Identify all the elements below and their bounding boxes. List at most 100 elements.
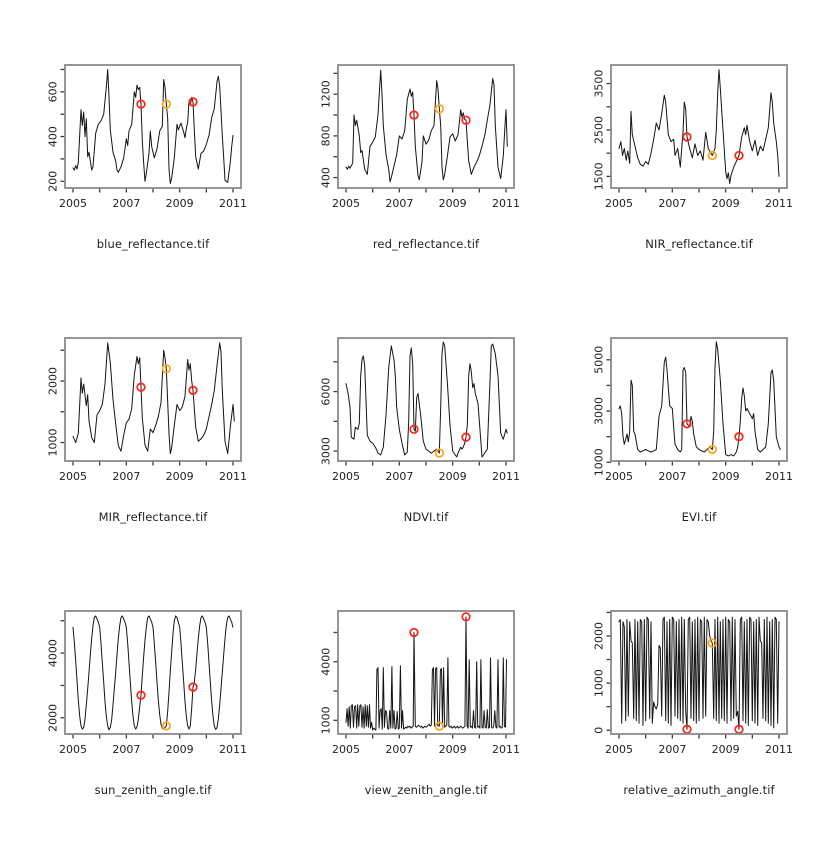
plot-nir-reflectance: 2005 2007 2009 2011 1500 2500 3500 (593, 64, 793, 210)
y-tick-label: 1200 (320, 80, 333, 108)
orange-change-marker (707, 150, 717, 161)
series-line (72, 69, 234, 184)
x-tick-label: 2005 (59, 470, 87, 483)
x-tick-label: 2005 (59, 197, 87, 210)
plot-title: MIR_reflectance.tif (98, 510, 208, 524)
x-tick-label: 2009 (712, 470, 740, 483)
y-tick-label: 4000 (320, 648, 333, 676)
series-line (72, 615, 234, 731)
red-change-marker (136, 690, 146, 700)
plot-sun-zenith-angle: 2005 2007 2009 2011 2000 4000 (47, 610, 247, 756)
y-tick-label: 200 (47, 171, 60, 192)
x-tick-label: 2007 (112, 743, 140, 756)
plot-red-reflectance: 2005 2007 2009 2011 400 800 1200 (320, 64, 520, 210)
x-tick-label: 2009 (439, 470, 467, 483)
x-tick-label: 2011 (219, 197, 247, 210)
orange-change-marker (161, 364, 171, 374)
red-change-marker (188, 97, 198, 107)
red-change-marker (409, 627, 419, 638)
x-tick-label: 2007 (385, 470, 413, 483)
y-tick-label: 3500 (593, 70, 606, 98)
x-tick-label: 2007 (385, 197, 413, 210)
plot-box (337, 610, 515, 735)
plot-ndvi: 2005 2007 2009 2011 3000 6000 (320, 337, 520, 483)
plot-box (610, 337, 788, 462)
subplot-mir-reflectance: 2005 2007 2009 2011 1000 2000 MIR_reflectance… (37, 313, 310, 586)
x-tick-label: 2009 (166, 197, 194, 210)
y-tick-label: 1500 (593, 162, 606, 190)
x-tick-label: 2005 (605, 197, 633, 210)
y-tick-label: 1000 (593, 669, 606, 697)
y-tick-label: 800 (320, 125, 333, 146)
series-line (345, 341, 508, 458)
x-tick-label: 2011 (765, 197, 793, 210)
subplot-blue-reflectance: 2005 2007 2009 2011 200 400 600 blue_reflectan… (37, 40, 310, 313)
x-tick-label: 2007 (658, 470, 686, 483)
y-tick-label: 6000 (320, 378, 333, 406)
y-tick-label: 3000 (593, 397, 606, 425)
red-change-marker (188, 682, 198, 692)
y-tick-label: 400 (320, 167, 333, 188)
series-line (345, 69, 508, 183)
x-tick-label: 2011 (492, 470, 520, 483)
plot-title: blue_reflectance.tif (96, 237, 210, 251)
orange-change-marker (707, 638, 717, 648)
x-tick-label: 2009 (166, 470, 194, 483)
x-tick-label: 2009 (439, 197, 467, 210)
orange-change-marker (434, 104, 444, 114)
plot-title: sun_zenith_angle.tif (94, 783, 212, 797)
plot-box (337, 337, 515, 462)
red-change-marker (461, 432, 471, 442)
red-change-marker (461, 115, 471, 125)
orange-change-marker (707, 444, 717, 455)
x-tick-label: 2011 (219, 743, 247, 756)
red-change-marker (734, 150, 744, 161)
plot-mir-reflectance: 2005 2007 2009 2011 1000 2000 (47, 337, 247, 483)
x-tick-label: 2009 (712, 743, 740, 756)
x-tick-label: 2007 (658, 743, 686, 756)
plot-box (64, 610, 242, 735)
x-tick-label: 2011 (219, 470, 247, 483)
x-tick-label: 2005 (332, 470, 360, 483)
plot-view-zenith-angle: 2005 2007 2009 2011 1000 4000 (320, 610, 520, 756)
plot-box (610, 610, 788, 735)
x-tick-label: 2007 (658, 197, 686, 210)
red-change-marker (461, 612, 471, 622)
x-tick-label: 2007 (112, 197, 140, 210)
orange-change-marker (434, 721, 444, 731)
subplot-red-reflectance: 2005 2007 2009 2011 400 800 1200 red_reflectan… (310, 40, 583, 313)
series-line (618, 69, 780, 184)
y-tick-label: 2500 (593, 116, 606, 144)
x-tick-label: 2005 (332, 743, 360, 756)
red-change-marker (734, 432, 744, 442)
x-tick-label: 2009 (439, 743, 467, 756)
x-tick-label: 2005 (332, 197, 360, 210)
red-change-marker (409, 110, 419, 120)
plot-blue-reflectance: 2005 2007 2009 2011 200 400 600 (47, 64, 247, 210)
plot-box (64, 337, 242, 462)
y-tick-label: 2000 (47, 704, 60, 732)
series-line (72, 342, 235, 455)
x-tick-label: 2005 (59, 743, 87, 756)
plot-box (337, 64, 515, 189)
y-tick-label: 1000 (593, 448, 606, 476)
orange-change-marker (161, 99, 171, 109)
plots-grid: 2005 2007 2009 2011 200 400 600 blue_reflectan… (37, 40, 817, 859)
x-tick-label: 2011 (492, 743, 520, 756)
subplot-nir-reflectance: 2005 2007 2009 2011 1500 2500 3500 NIR_reflect… (583, 40, 817, 313)
y-tick-label: 400 (47, 126, 60, 147)
x-tick-label: 2005 (605, 743, 633, 756)
y-tick-label: 0 (593, 727, 606, 734)
x-tick-label: 2011 (765, 470, 793, 483)
x-tick-label: 2011 (765, 743, 793, 756)
subplot-ndvi: 2005 2007 2009 2011 3000 6000 NDVI.tif (310, 313, 583, 586)
plot-box (64, 64, 242, 189)
red-change-marker (188, 385, 198, 395)
x-tick-label: 2007 (112, 470, 140, 483)
plot-title: relative_azimuth_angle.tif (623, 783, 775, 797)
y-tick-label: 2000 (47, 367, 60, 395)
red-change-marker (409, 424, 419, 434)
red-change-marker (734, 724, 744, 734)
series-line (345, 616, 507, 731)
series-line (618, 341, 781, 457)
